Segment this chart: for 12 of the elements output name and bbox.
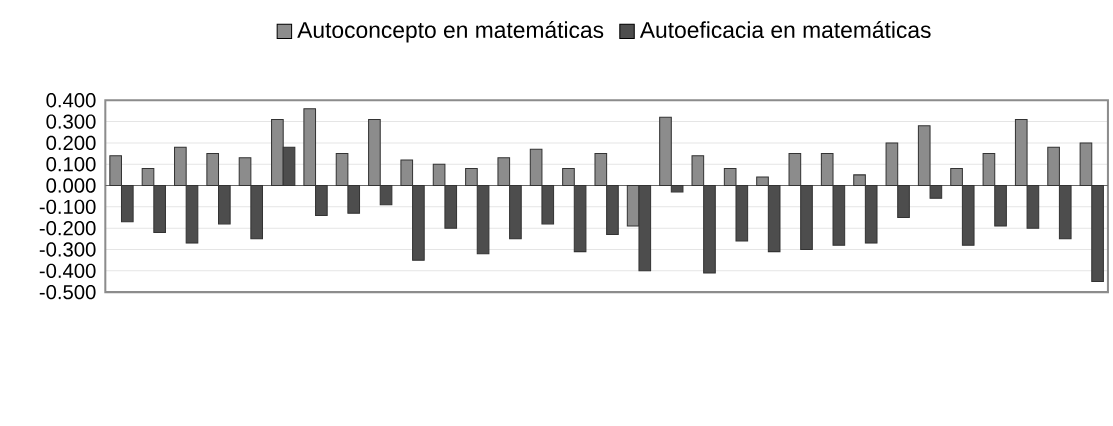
y-tick-label: 0.200 [46, 135, 96, 150]
legend-label: Autoeficacia en matemáticas [639, 20, 931, 38]
y-tick-label: 0.100 [46, 156, 96, 172]
y-tick-label: 0.400 [46, 92, 96, 108]
y-tick-label: -0.300 [39, 242, 96, 257]
y-tick-label: -0.100 [39, 199, 96, 214]
y-tick-label: -0.500 [39, 284, 96, 300]
y-tick-label: -0.400 [39, 263, 96, 278]
y-tick-label: 0.300 [46, 114, 96, 129]
legend-label: Autoconcepto en matemáticas [297, 20, 604, 43]
y-tick-label: -0.200 [39, 220, 96, 236]
y-tick-label: 0.000 [46, 178, 96, 193]
